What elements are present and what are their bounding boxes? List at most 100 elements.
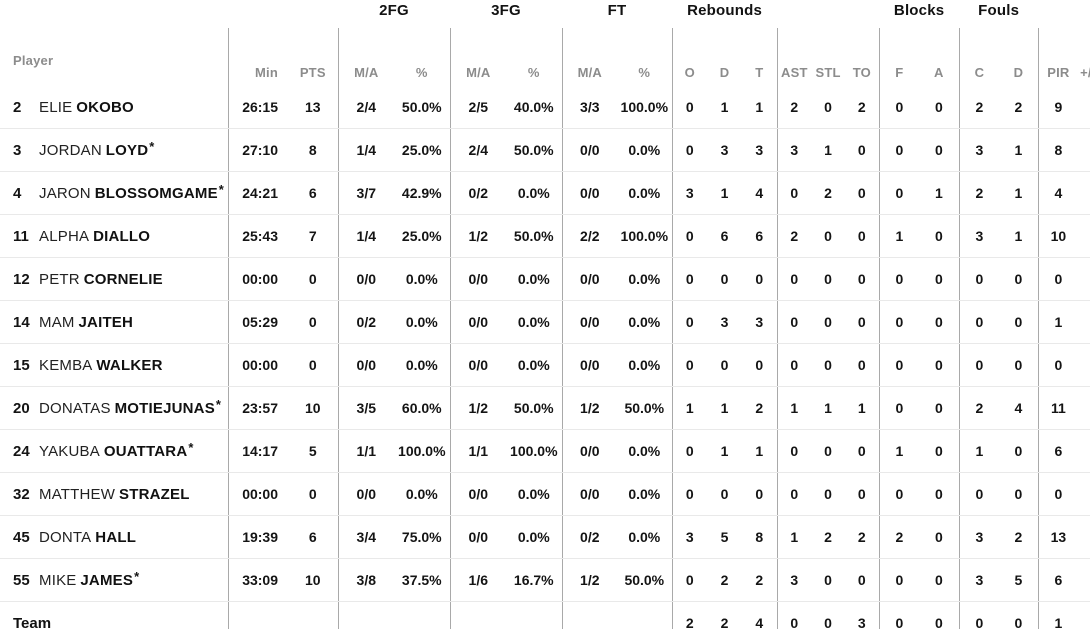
cell-ast: 0 xyxy=(776,300,812,344)
cell-blk-a: 0 xyxy=(919,343,960,387)
cell-ast: 2 xyxy=(776,214,812,258)
player-number: 15 xyxy=(13,356,30,374)
cell-plusminus xyxy=(1078,601,1090,629)
cell-3fg-ma: 0/0 xyxy=(449,472,507,516)
cell-blk-f: 0 xyxy=(878,558,920,602)
player-cell: 2 ELIE OKOBO xyxy=(0,86,228,129)
player-number: 20 xyxy=(13,399,30,417)
cell-3fg-pct: 50.0% xyxy=(506,214,563,258)
cell-2fg-ma: 3/8 xyxy=(337,558,395,602)
cell-reb-d: 1 xyxy=(707,429,743,473)
cell-foul-c: 0 xyxy=(958,257,1000,301)
cell-blk-f: 0 xyxy=(878,86,920,129)
group-header-row: 2FG 3FG FT Rebounds Blocks Fouls xyxy=(0,0,1090,28)
col-header-min: Min xyxy=(227,28,288,86)
cell-reb-d: 3 xyxy=(707,300,743,344)
cell-blk-a: 1 xyxy=(919,171,960,215)
cell-foul-d: 1 xyxy=(999,214,1039,258)
cell-min: 14:17 xyxy=(227,429,288,473)
group-header-rebounds: Rebounds xyxy=(687,2,763,19)
cell-3fg-ma: 2/4 xyxy=(449,128,507,172)
cell-ast: 0 xyxy=(776,601,812,629)
cell-reb-t: 8 xyxy=(742,515,778,559)
col-header-ft-pct: % xyxy=(638,65,651,80)
cell-3fg-ma: 0/2 xyxy=(449,171,507,215)
cell-foul-c: 0 xyxy=(958,601,1000,629)
player-first-name: KEMBA xyxy=(39,356,93,374)
cell-2fg-ma xyxy=(337,601,395,629)
cell-pts: 0 xyxy=(288,472,339,516)
cell-to: 3 xyxy=(845,601,880,629)
cell-blk-f: 0 xyxy=(878,472,920,516)
cell-ast: 0 xyxy=(776,472,812,516)
player-cell: 24 YAKUBA OUATTARA* xyxy=(0,429,228,473)
cell-stl: 0 xyxy=(811,601,846,629)
summary-row: Team 2 2 4 0 0 3 0 0 0 0 1 xyxy=(0,601,1090,629)
cell-stl: 0 xyxy=(811,472,846,516)
player-row: 14 MAM JAITEH 05:29 0 0/2 0.0% 0/0 0.0% 0/0 0.0% 0… xyxy=(0,300,1090,344)
cell-ft-pct: 100.0% xyxy=(617,86,673,129)
cell-blk-a: 0 xyxy=(919,472,960,516)
player-first-name: DONTA xyxy=(39,528,92,546)
cell-ft-pct xyxy=(617,601,673,629)
player-first-name: JORDAN xyxy=(39,141,102,159)
cell-reb-o: 1 xyxy=(671,386,708,430)
cell-pts xyxy=(288,601,339,629)
cell-pts: 6 xyxy=(288,171,339,215)
col-header-stl: STL xyxy=(815,65,841,80)
cell-to: 0 xyxy=(845,128,880,172)
cell-reb-t: 3 xyxy=(742,128,778,172)
cell-blk-f: 0 xyxy=(878,300,920,344)
cell-ft-pct: 0.0% xyxy=(617,300,673,344)
player-number: 32 xyxy=(13,485,30,503)
cell-pts: 10 xyxy=(288,558,339,602)
cell-reb-d: 2 xyxy=(707,601,743,629)
cell-2fg-pct: 0.0% xyxy=(394,343,451,387)
cell-ft-pct: 100.0% xyxy=(617,214,673,258)
cell-foul-c: 3 xyxy=(958,558,1000,602)
cell-blk-f: 0 xyxy=(878,257,920,301)
cell-3fg-pct: 0.0% xyxy=(506,257,563,301)
player-row: 20 DONATAS MOTIEJUNAS* 23:57 10 3/5 60.0% 1/2 5… xyxy=(0,386,1090,430)
cell-reb-t: 2 xyxy=(742,558,778,602)
player-last-name: JAMES xyxy=(80,571,134,589)
group-header-3fg: 3FG xyxy=(491,2,521,19)
cell-plusminus xyxy=(1078,86,1090,129)
cell-plusminus xyxy=(1078,214,1090,258)
player-cell: 14 MAM JAITEH xyxy=(0,300,228,344)
cell-to: 0 xyxy=(845,429,880,473)
cell-foul-d: 0 xyxy=(999,257,1039,301)
group-header-fouls: Fouls xyxy=(978,2,1020,19)
cell-foul-c: 0 xyxy=(958,343,1000,387)
player-cell: Team xyxy=(0,601,228,629)
cell-ft-ma: 0/0 xyxy=(561,472,618,516)
starter-mark: * xyxy=(149,138,155,154)
cell-ft-ma: 0/2 xyxy=(561,515,618,559)
cell-foul-d: 0 xyxy=(999,601,1039,629)
cell-reb-d: 1 xyxy=(707,171,743,215)
cell-plusminus xyxy=(1078,515,1090,559)
player-first-name: YAKUBA xyxy=(39,442,100,460)
cell-3fg-pct: 0.0% xyxy=(506,472,563,516)
cell-min: 00:00 xyxy=(227,343,288,387)
cell-reb-o: 0 xyxy=(671,257,708,301)
cell-reb-t: 4 xyxy=(742,601,778,629)
cell-2fg-ma: 0/0 xyxy=(337,472,395,516)
cell-plusminus xyxy=(1078,257,1090,301)
group-spacer xyxy=(777,0,879,28)
player-first-name: DONATAS xyxy=(39,399,111,417)
cell-blk-a: 0 xyxy=(919,257,960,301)
cell-3fg-ma: 0/0 xyxy=(449,300,507,344)
player-first-name: MATTHEW xyxy=(39,485,116,503)
cell-2fg-ma: 3/7 xyxy=(337,171,395,215)
player-row: 15 KEMBA WALKER 00:00 0 0/0 0.0% 0/0 0.0% 0/0 0.0… xyxy=(0,343,1090,387)
group-spacer xyxy=(1038,0,1090,28)
cell-ft-ma: 0/0 xyxy=(561,343,618,387)
cell-3fg-ma: 1/2 xyxy=(449,214,507,258)
group-header-blocks: Blocks xyxy=(893,2,945,19)
cell-ft-ma: 0/0 xyxy=(561,171,618,215)
cell-to: 1 xyxy=(845,386,880,430)
cell-2fg-pct: 0.0% xyxy=(394,300,451,344)
cell-plusminus xyxy=(1078,472,1090,516)
cell-2fg-ma: 0/0 xyxy=(337,343,395,387)
